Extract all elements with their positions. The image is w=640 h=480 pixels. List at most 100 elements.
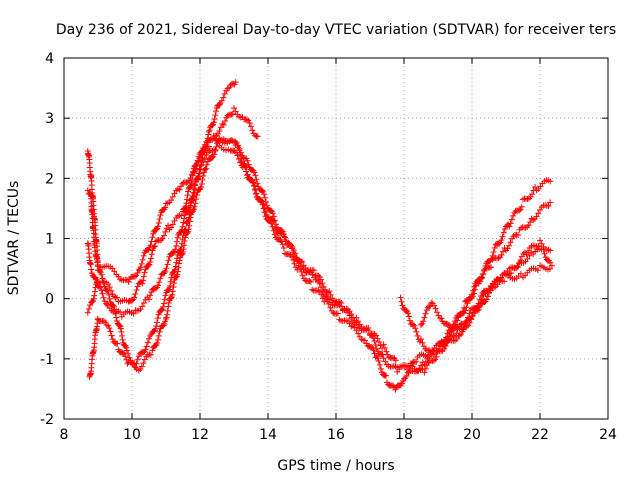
data-point [214,130,221,137]
data-point [164,307,171,314]
data-point [165,257,172,264]
data-point [316,280,323,287]
data-point [282,250,288,257]
data-point [506,223,513,230]
data-point [137,264,144,271]
data-point [496,240,503,247]
data-point [155,220,162,227]
data-point [309,286,316,293]
data-point [106,295,113,302]
data-point [277,237,284,244]
data-point [290,246,297,253]
data-point [160,303,167,310]
data-point [141,269,148,276]
data-point [185,226,192,233]
data-point [421,314,428,321]
data-point [100,294,107,301]
data-point [174,268,181,275]
data-point [271,217,278,224]
data-point [292,250,299,257]
data-point [527,219,534,226]
data-point [353,327,360,334]
data-point [192,200,199,207]
data-point [152,238,159,245]
data-point [156,215,163,222]
data-point [424,355,431,362]
data-point [289,244,296,251]
data-point [252,172,259,179]
data-point [470,290,477,297]
data-point [183,196,190,203]
data-point [515,232,522,239]
data-point [259,201,266,208]
data-point [412,325,419,332]
data-point [157,212,164,219]
data-point [244,172,251,179]
data-point [194,176,201,183]
data-point [172,246,179,253]
data-point [95,316,101,323]
series-arc-2 [84,105,261,285]
data-point [211,116,218,123]
data-point [163,314,170,321]
data-point [162,204,169,211]
data-point [232,138,239,145]
data-point [123,344,130,351]
series-arc-1 [84,79,239,371]
data-point [306,277,313,284]
data-point [139,280,146,287]
data-point [160,322,167,329]
data-point [194,158,201,165]
data-point [533,213,540,220]
data-point [479,274,486,281]
data-point [186,218,193,225]
data-point [416,338,423,345]
data-point [147,292,154,299]
data-point [307,278,314,285]
data-point [503,271,509,278]
data-point [156,328,163,335]
data-point [158,237,165,244]
data-point [413,358,420,365]
data-point [216,135,223,142]
data-point [192,162,199,169]
data-point [163,225,170,232]
data-point [227,82,234,89]
data-point [174,234,181,241]
data-point [142,346,149,353]
data-point [88,266,95,273]
data-point [171,217,178,224]
data-point [376,361,383,368]
data-point [167,282,174,289]
data-point [184,192,191,199]
data-point [418,336,424,343]
data-point [180,249,186,256]
data-point [454,317,461,324]
data-point [182,203,189,210]
data-point [205,143,212,150]
data-point [191,203,198,210]
data-point [499,233,506,240]
data-point [210,119,217,126]
data-point [152,243,158,250]
data-point [154,315,161,322]
data-point [201,167,208,174]
data-point [261,209,268,216]
data-point [188,197,195,204]
data-point [172,263,179,270]
data-point [165,299,172,306]
data-point [547,259,554,266]
data-point [108,332,115,339]
data-point [252,132,259,139]
data-point [140,252,147,259]
x-tick-label: 22 [531,427,549,443]
data-point [319,280,326,287]
data-point [251,187,258,194]
data-point [271,231,278,238]
data-point [243,116,250,123]
data-point [532,184,539,191]
data-point [87,261,94,268]
data-point [164,311,171,318]
data-point [96,283,103,290]
